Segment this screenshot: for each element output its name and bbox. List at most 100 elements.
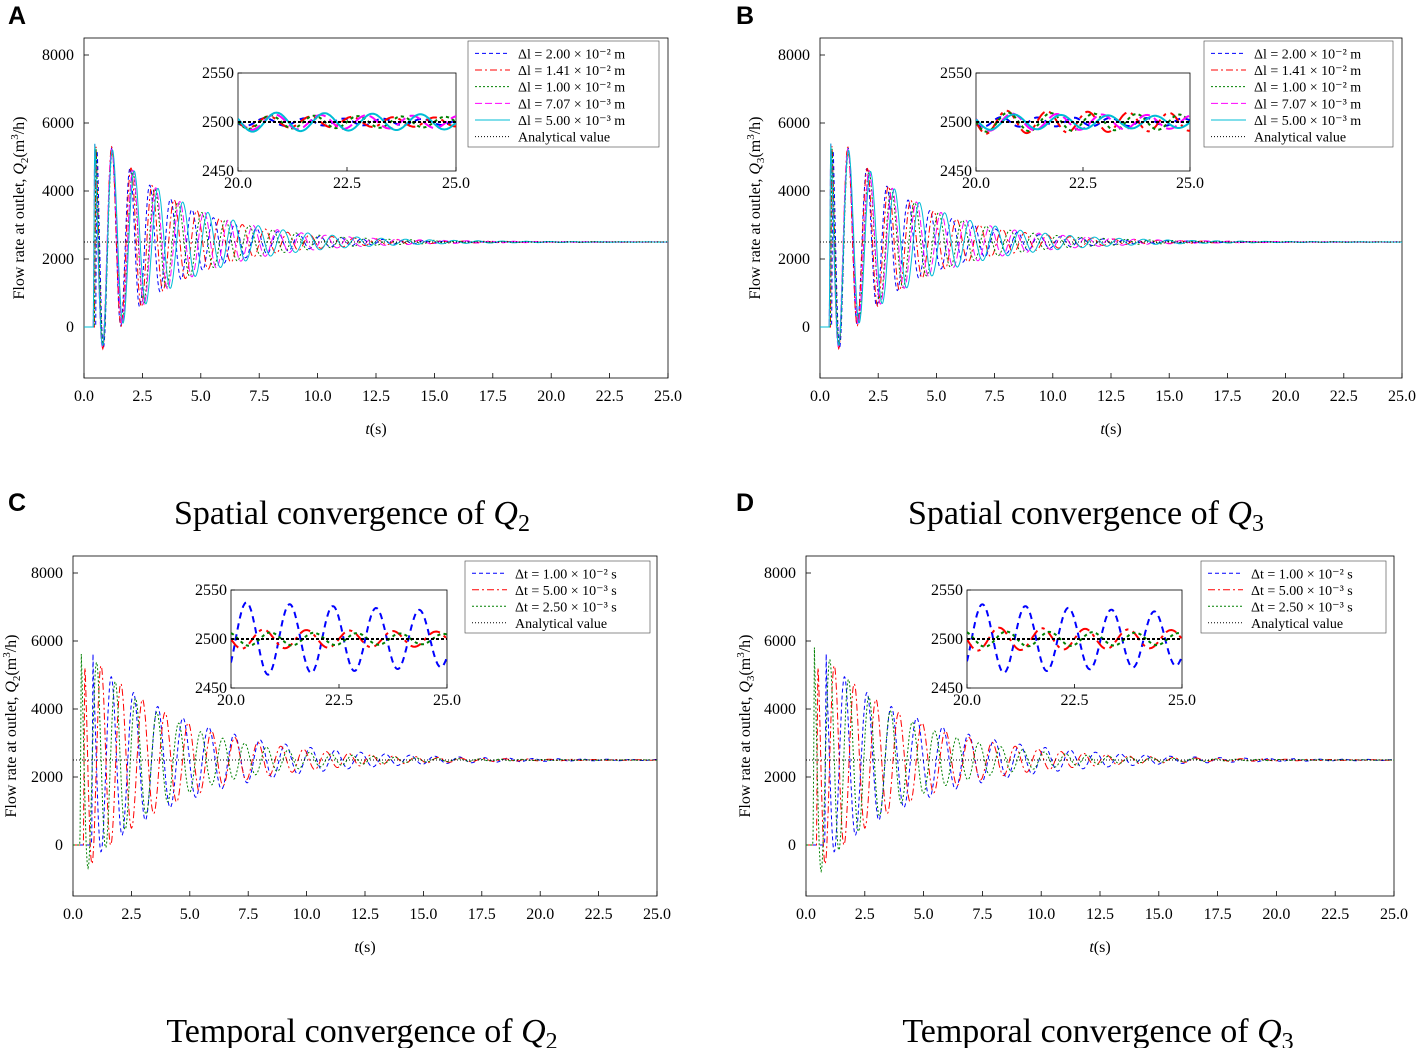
inset-plot: 20.0 22.5 25.0 2450 2500 2550 [931, 582, 1196, 709]
y-tick-label: 2000 [31, 769, 63, 786]
legend-entry: Δl = 7.07 × 10⁻³ m [518, 97, 625, 112]
caption-symbol: Q [1227, 495, 1252, 532]
y-axis-label-subscript: 3 [755, 157, 767, 163]
y-axis-label-subscript: 2 [19, 158, 31, 164]
x-tick-label: 10.0 [293, 906, 321, 923]
legend-entry: Δl = 5.00 × 10⁻³ m [1254, 114, 1361, 129]
inset-series-line-1 [967, 626, 1182, 652]
y-axis-label-subscript: 2 [11, 676, 23, 682]
x-axis-label-symbol: t [1100, 421, 1105, 438]
x-axis-label: t(s) [1089, 939, 1110, 956]
legend: Δt = 1.00 × 10⁻² s Δt = 5.00 × 10⁻³ sΔt =… [1200, 560, 1387, 634]
inset-series-group [231, 601, 447, 676]
x-tick-label: 0.0 [63, 906, 83, 923]
y-axis-label-symbol: Q [11, 163, 28, 175]
y-tick-label: 0 [55, 837, 63, 854]
chart-panel-b: B 0.0 2.5 5.0 7.5 10.0 12.5 15.0 17.5 20.0 22.5 25.… [736, 2, 1416, 537]
caption-symbol: Q [1257, 1013, 1282, 1048]
y-axis-label-unit: /h) [737, 635, 754, 653]
y-axis-label-symbol: Q [747, 163, 764, 175]
x-tick-label: 7.5 [238, 906, 258, 923]
x-axis-label: t(s) [1100, 421, 1121, 438]
caption-subscript: 3 [1252, 511, 1264, 537]
series-line-3 [820, 143, 1402, 348]
x-tick-label: 22.5 [585, 906, 613, 923]
legend-entry: Δt = 5.00 × 10⁻³ s [1251, 584, 1353, 599]
x-tick-label: 22.5 [1321, 906, 1349, 923]
legend-entry: Δt = 2.50 × 10⁻³ s [515, 600, 617, 615]
inset-series-group [238, 111, 456, 133]
x-tick-label: 20.0 [526, 906, 554, 923]
inset-y-tick-label: 2450 [195, 680, 227, 697]
y-tick-label: 6000 [31, 633, 63, 650]
y-tick-label: 4000 [31, 701, 63, 718]
caption-symbol: Q [493, 495, 518, 532]
y-axis-label: Flow rate at outlet, Q2(m3/h) [1, 635, 23, 818]
caption-subscript: 2 [546, 1029, 558, 1048]
inset-x-tick-label: 20.0 [224, 175, 252, 192]
inset-x-tick-label: 25.0 [1168, 692, 1196, 709]
inset-x-tick-label: 20.0 [217, 692, 245, 709]
y-axis-label-unit: /h) [11, 117, 28, 135]
panel-caption: Spatial convergence of Q2 [174, 495, 530, 537]
y-axis-label: Flow rate at outlet, Q2(m3/h) [9, 117, 31, 300]
y-tick-label: 2000 [42, 251, 74, 268]
x-tick-label: 12.5 [1086, 906, 1114, 923]
y-axis-label-superscript: 3 [1, 652, 13, 658]
panel-letter: C [8, 489, 26, 517]
y-axis-label-symbol: Q [3, 681, 20, 693]
series-line-3 [84, 143, 668, 348]
y-axis-label-unit: (m [737, 657, 754, 675]
inset-x-tick-label: 25.0 [1176, 175, 1204, 192]
y-axis: 0 2000 4000 6000 8000 [31, 565, 78, 854]
x-tick-label: 15.0 [409, 906, 437, 923]
x-tick-label: 12.5 [351, 906, 379, 923]
series-line-1 [806, 664, 1394, 865]
y-axis-label-symbol: Q [737, 681, 754, 693]
x-tick-label: 5.0 [180, 906, 200, 923]
x-axis-label-unit: (s) [1094, 939, 1111, 956]
y-tick-label: 0 [66, 319, 74, 336]
y-axis-label: Flow rate at outlet, Q3(m3/h) [745, 117, 767, 300]
x-tick-label: 25.0 [1388, 388, 1416, 405]
series-line-0 [820, 147, 1402, 349]
x-tick-label: 22.5 [1330, 388, 1358, 405]
legend: Δt = 1.00 × 10⁻² s Δt = 5.00 × 10⁻³ sΔt =… [464, 560, 651, 634]
x-tick-label: 2.5 [868, 388, 888, 405]
y-axis-label-unit: (m [11, 139, 28, 157]
inset-plot: 20.0 22.5 25.0 2450 2500 2550 [195, 582, 461, 709]
x-tick-label: 17.5 [1204, 906, 1232, 923]
inset-plot: 20.0 22.5 25.0 2450 2500 2550 [940, 65, 1204, 192]
caption-text: Temporal convergence of [166, 1013, 521, 1048]
y-axis-label-text: Flow rate at outlet, [3, 693, 20, 818]
series-line-4 [84, 143, 668, 347]
caption-text: Spatial convergence of [174, 495, 493, 532]
y-axis: 0 2000 4000 6000 8000 [42, 47, 89, 336]
y-tick-label: 6000 [778, 115, 810, 132]
y-tick-label: 0 [802, 319, 810, 336]
x-tick-label: 15.0 [1145, 906, 1173, 923]
series-line-2 [73, 653, 657, 870]
x-axis-label-unit: (s) [359, 939, 376, 956]
series-line-1 [820, 146, 1402, 351]
caption-text: Spatial convergence of [908, 495, 1227, 532]
y-tick-label: 4000 [42, 183, 74, 200]
panel-caption: Temporal convergence of Q2 [166, 1013, 557, 1048]
y-axis-label-subscript: 3 [745, 675, 757, 681]
x-axis-label-unit: (s) [370, 421, 387, 438]
legend-entry: Δt = 2.50 × 10⁻³ s [1251, 600, 1353, 615]
y-axis-label-text: Flow rate at outlet, [747, 175, 764, 300]
y-axis-label-superscript: 3 [735, 652, 747, 658]
chart-panel-c: C 0.0 2.5 5.0 7.5 10.0 12.5 15.0 17.5 20.0 22.5 25.… [1, 489, 671, 1048]
y-axis: 0 2000 4000 6000 8000 [764, 565, 811, 854]
panel-caption: Spatial convergence of Q3 [908, 495, 1264, 537]
x-tick-label: 20.0 [537, 388, 565, 405]
inset-y-tick-label: 2550 [202, 65, 234, 82]
x-tick-label: 2.5 [855, 906, 875, 923]
inset-y-tick-label: 2500 [195, 631, 227, 648]
inset-x-tick-label: 25.0 [433, 692, 461, 709]
series-line-2 [820, 148, 1402, 346]
series-group [806, 647, 1394, 874]
y-tick-label: 8000 [778, 47, 810, 64]
inset-y-tick-label: 2550 [195, 582, 227, 599]
